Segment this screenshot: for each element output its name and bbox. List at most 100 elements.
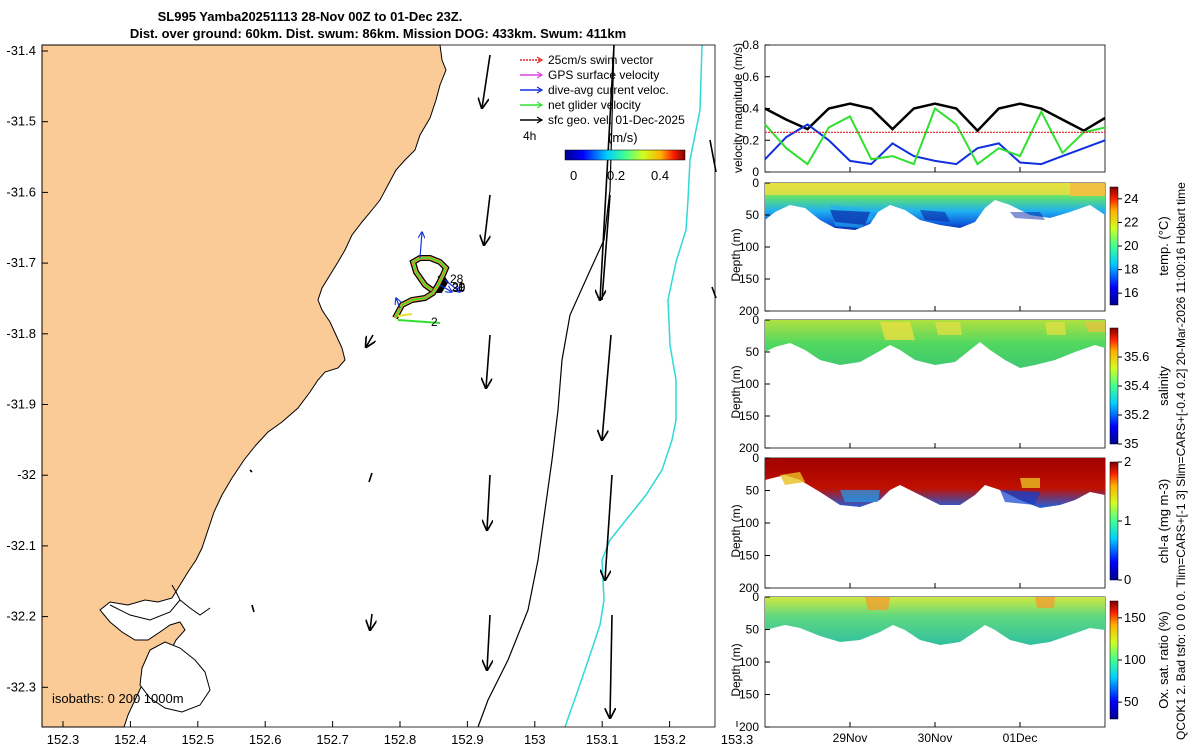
map-lat-label: -31.5 xyxy=(6,114,36,129)
depth-tick-label: 150 xyxy=(739,272,759,286)
map-lon-label: 152.3 xyxy=(47,732,80,747)
velocity-ytick-label: 0.6 xyxy=(742,70,759,84)
colorbar-label: Ox. sat. ratio (%) xyxy=(1156,611,1171,709)
estuary-lake xyxy=(139,641,211,713)
depth-axis-label: Depth (m) xyxy=(729,228,743,281)
section-colorbar xyxy=(1109,327,1119,445)
depth-tick-label: 0 xyxy=(752,451,759,465)
time-tick-label: 29Nov xyxy=(833,731,868,745)
colorbar-tick-label: 24 xyxy=(1124,191,1138,206)
colorbar-tick-label: 35.6 xyxy=(1124,349,1149,364)
velocity-ytick-label: 0 xyxy=(752,165,759,179)
depth-tick-label: 150 xyxy=(739,409,759,423)
day-label: 30 xyxy=(452,281,466,295)
depth-tick-label: 100 xyxy=(739,516,759,530)
depth-tick-label: 50 xyxy=(746,208,760,222)
depth-tick-label: 50 xyxy=(746,484,760,498)
depth-tick-label: 0 xyxy=(752,176,759,190)
figure-title-line1: SL995 Yamba20251113 28-Nov 00Z to 01-Dec… xyxy=(158,9,463,24)
colorbar-tick-label: 35.2 xyxy=(1124,407,1149,422)
velocity-panel: 0 0.2 0.4 0.6 0.8 velocity magnitude (m/s) xyxy=(731,38,1106,179)
colorbar-tick-label: 0 xyxy=(1124,572,1131,587)
velocity-ylabel: velocity magnitude (m/s) xyxy=(731,43,745,173)
map-lon-label: 152.4 xyxy=(114,732,147,747)
velocity-series-line xyxy=(764,102,1106,133)
colorbar-tick-label: 16 xyxy=(1124,285,1138,300)
depth-tick-label: 150 xyxy=(739,549,759,563)
map-lon-label: 152.7 xyxy=(316,732,349,747)
colorbar-label: chl-a (mg m-3) xyxy=(1156,479,1171,564)
legend-interval: 4h xyxy=(523,129,536,143)
depth-tick-label: 100 xyxy=(739,377,759,391)
map-axes-ticks: 152.3 152.4 152.5 152.6 152.7 152.8 152.9 153 15… xyxy=(6,43,753,747)
velocity-series-line xyxy=(764,106,1106,166)
day-label: 1 xyxy=(458,280,465,294)
map-lon-label: 152.6 xyxy=(249,732,282,747)
day-label: 2 xyxy=(431,315,438,329)
map-lat-label: -32.2 xyxy=(6,609,36,624)
colorbar-tick-label: 22 xyxy=(1124,214,1138,229)
depth-tick-label: 0 xyxy=(752,313,759,327)
map-lon-label: 152.8 xyxy=(384,732,417,747)
colorbar-tick: 0.2 xyxy=(607,168,625,183)
map-lon-label: 152.9 xyxy=(451,732,484,747)
isobaths-label: isobaths: 0 200 1000m xyxy=(52,691,184,706)
time-tick-label: 30Nov xyxy=(918,731,953,745)
map-lon-label: 153 xyxy=(524,732,546,747)
colorbar-tick: 0.4 xyxy=(651,168,669,183)
figure-title-line2: Dist. over ground: 60km. Dist. swum: 86k… xyxy=(130,26,626,41)
map-lat-label: -32.3 xyxy=(6,679,36,694)
glider-track xyxy=(392,232,460,324)
depth-tick-label: 200 xyxy=(739,581,759,595)
isobath-1000 xyxy=(564,44,703,728)
depth-tick-label: 200 xyxy=(739,720,759,734)
chlorophyll-section xyxy=(764,457,1106,589)
map-lat-label: -32 xyxy=(17,467,36,482)
river-channel xyxy=(171,584,181,601)
salinity-section xyxy=(764,319,1106,449)
arrowhead-icon xyxy=(536,71,544,79)
map-lat-label: -31.9 xyxy=(6,397,36,412)
legend-label: net glider velocity xyxy=(548,98,641,112)
coastline-land xyxy=(41,44,447,728)
arrowhead-icon xyxy=(536,56,544,64)
depth-tick-label: 50 xyxy=(746,623,760,637)
colorbar-tick: 0 xyxy=(570,168,577,183)
colorbar-tick-label: 2 xyxy=(1124,454,1131,469)
colorbar-tick-label: 18 xyxy=(1124,262,1138,277)
velocity-ytick-label: 0.8 xyxy=(742,38,759,52)
colorbar-tick-label: 35 xyxy=(1124,436,1138,451)
map-lat-label: -31.8 xyxy=(6,326,36,341)
river-channel xyxy=(109,599,211,621)
legend-label: GPS surface velocity xyxy=(548,68,659,82)
track-day-labels: 28 29 30 1 2 xyxy=(431,272,466,329)
depth-tick-label: 200 xyxy=(739,304,759,318)
side-note: QCOK1 2. Bad tsfo: 0 0 0 0. Tlim=CARS+[-… xyxy=(1174,182,1188,740)
section-colorbar xyxy=(1109,600,1119,720)
depth-axis-label: Depth (m) xyxy=(729,643,743,696)
arrowhead-icon xyxy=(536,101,544,109)
isobath-200 xyxy=(477,44,615,728)
arrowhead-icon xyxy=(536,86,544,94)
velocity-ytick-label: 0.4 xyxy=(742,102,759,116)
map-lat-label: -31.7 xyxy=(6,255,36,270)
depth-axis-label: Depth (m) xyxy=(729,365,743,418)
colorbar-tick-label: 50 xyxy=(1124,694,1138,709)
time-tick-label: 01Dec xyxy=(1003,731,1038,745)
oxygen-section xyxy=(764,596,1106,728)
map-lon-label: 153.2 xyxy=(653,732,686,747)
speed-colorbar xyxy=(564,149,686,161)
map-lat-label: -31.4 xyxy=(6,43,36,58)
map-axes-frame xyxy=(41,44,716,728)
map-lon-label: 153.1 xyxy=(586,732,619,747)
legend-label: sfc geo. vel. 01-Dec-2025 xyxy=(548,113,685,127)
depth-tick-label: 200 xyxy=(739,441,759,455)
depth-tick-label: 150 xyxy=(739,688,759,702)
colorbar-tick-label: 20 xyxy=(1124,238,1138,253)
depth-tick-label: 50 xyxy=(746,345,760,359)
colorbar-label: salinity xyxy=(1156,366,1171,406)
map-lat-label: -31.6 xyxy=(6,184,36,199)
velocity-series-line xyxy=(764,123,1106,166)
